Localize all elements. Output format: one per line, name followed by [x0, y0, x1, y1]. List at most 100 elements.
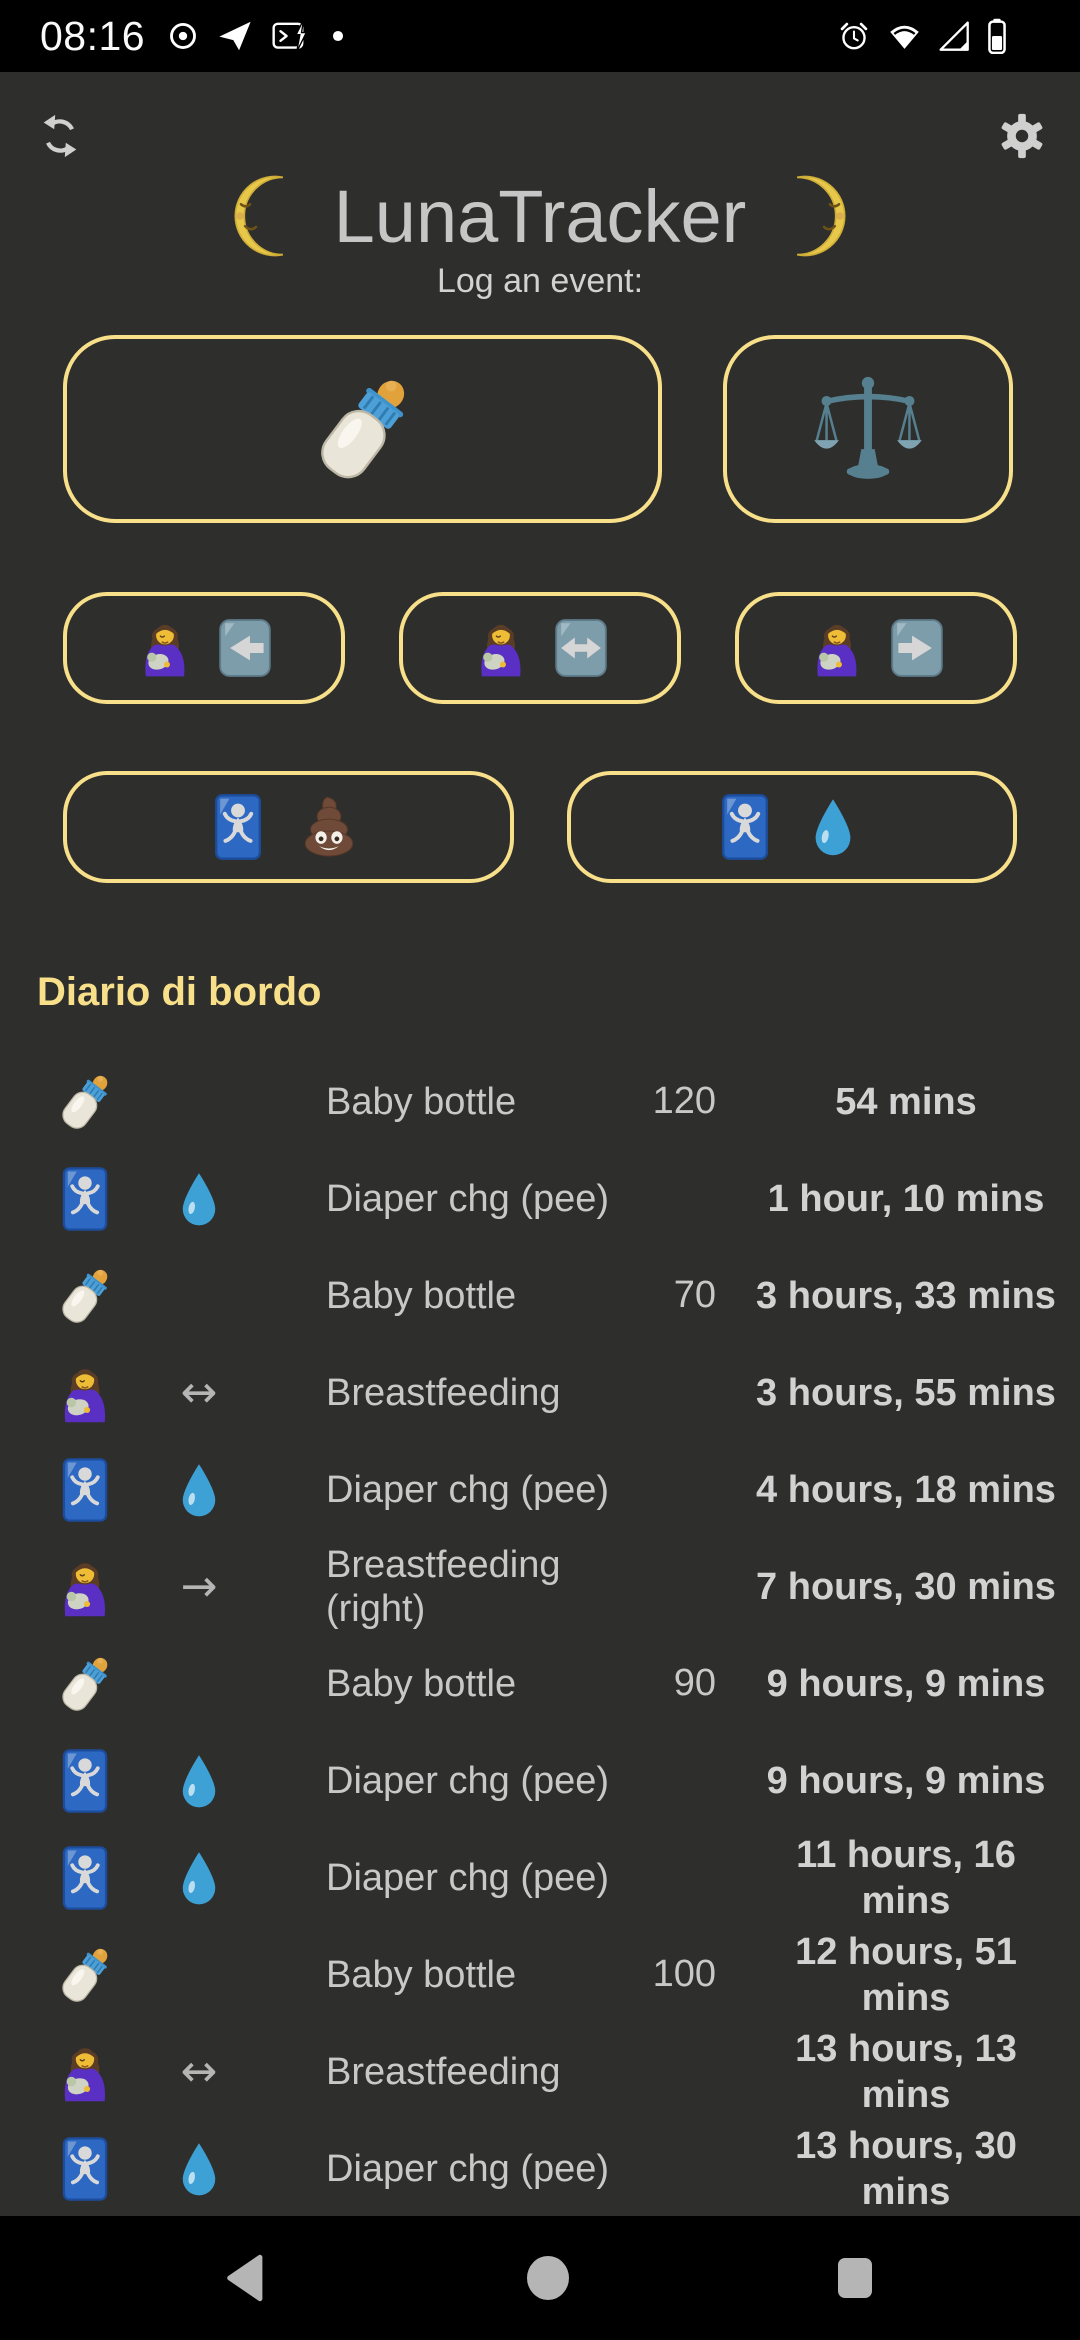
event-name: Diaper chg (pee) [326, 1468, 610, 1511]
breastfeeding-icon [51, 1359, 119, 1427]
log-entry-row[interactable]: Diaper chg (pee) 13 hours, 30 mins [0, 2120, 1080, 2216]
log-entry-row[interactable]: → Breastfeeding (right) 7 hours, 30 mins [0, 1538, 1080, 1635]
event-icon [37, 1167, 133, 1231]
event-extra-icon [157, 1753, 241, 1809]
event-icon [37, 1943, 133, 2007]
droplet-icon [171, 1462, 227, 1518]
event-elapsed-time: 13 hours, 30 mins [795, 2124, 1017, 2213]
status-time: 08:16 [40, 12, 146, 59]
settings-button[interactable] [998, 112, 1046, 160]
refresh-icon [36, 110, 84, 162]
log-entry-row[interactable]: Diaper chg (pee) 9 hours, 9 mins [0, 1732, 1080, 1829]
event-extra-icon [157, 1850, 241, 1906]
event-extra-icon: ↔ [157, 2046, 241, 2097]
recents-icon [838, 2258, 872, 2298]
page-title: LunaTracker [333, 174, 747, 258]
event-quantity: 100 [652, 1953, 716, 1995]
event-elapsed-time: 7 hours, 30 mins [756, 1565, 1056, 1608]
baby-symbol-icon [214, 794, 262, 860]
event-elapsed-time: 54 mins [835, 1080, 977, 1123]
event-icon [37, 2137, 133, 2201]
breastfeeding-icon [132, 615, 198, 681]
cell-signal-icon [938, 20, 971, 53]
log-entry-row[interactable]: Diaper chg (pee) 1 hour, 10 mins [0, 1150, 1080, 1247]
event-buttons-row-2 [0, 592, 1080, 704]
event-quantity: 120 [652, 1080, 716, 1122]
event-elapsed-time: 1 hour, 10 mins [767, 1177, 1045, 1220]
log-weight-button[interactable] [723, 335, 1013, 523]
event-icon [37, 1070, 133, 1134]
status-notification-icons [167, 19, 347, 53]
last-quarter-moon-icon [766, 174, 850, 258]
log-entry-row[interactable]: Diaper chg (pee) 4 hours, 18 mins [0, 1441, 1080, 1538]
log-breastfeeding-right-button[interactable] [735, 592, 1017, 704]
event-name: Breastfeeding [326, 1371, 561, 1414]
event-extra-icon: ↔ [157, 1367, 241, 1418]
nav-back-button[interactable] [224, 2254, 264, 2302]
arrow-both-key-icon [550, 617, 612, 679]
baby-bottle-icon [53, 1943, 117, 2007]
breastfeeding-icon [51, 1553, 119, 1621]
telegram-icon [217, 19, 253, 53]
event-icon [37, 1652, 133, 1716]
arrow-right-glyph: → [180, 1561, 218, 1612]
event-icon [37, 1359, 133, 1427]
alarm-icon [837, 19, 871, 53]
wifi-icon [886, 19, 923, 53]
log-diaper-pee-button[interactable] [566, 771, 1017, 883]
event-icon [37, 1846, 133, 1910]
terminal-icon [271, 19, 311, 53]
droplet-icon [171, 1753, 227, 1809]
log-breastfeeding-both-button[interactable] [399, 592, 681, 704]
event-elapsed-time: 12 hours, 51 mins [795, 1930, 1017, 2019]
log-entry-row[interactable]: Diaper chg (pee) 11 hours, 16 mins [0, 1829, 1080, 1926]
baby-symbol-icon [62, 1458, 108, 1522]
back-icon [227, 2254, 263, 2302]
baby-symbol-icon [721, 794, 769, 860]
log-entry-row[interactable]: Baby bottle 100 12 hours, 51 mins [0, 1926, 1080, 2023]
logbook-heading: Diario di bordo [37, 970, 322, 1014]
droplet-icon [171, 1171, 227, 1227]
gear-icon [998, 112, 1046, 160]
log-diaper-poo-button[interactable] [63, 771, 514, 883]
log-entry-row[interactable]: Baby bottle 120 54 mins [0, 1053, 1080, 1150]
event-name: Diaper chg (pee) [326, 1856, 610, 1899]
baby-symbol-icon [62, 1846, 108, 1910]
event-icon [37, 1553, 133, 1621]
event-extra-icon [157, 2141, 241, 2197]
baby-symbol-icon [62, 2137, 108, 2201]
log-entry-row[interactable]: ↔ Breastfeeding 3 hours, 55 mins [0, 1344, 1080, 1441]
event-icon [37, 1264, 133, 1328]
event-elapsed-time: 11 hours, 16 mins [796, 1833, 1016, 1922]
event-elapsed-time: 3 hours, 33 mins [756, 1274, 1056, 1317]
arrow-left-key-icon [214, 617, 276, 679]
event-name: Breastfeeding [326, 2050, 561, 2093]
event-elapsed-time: 3 hours, 55 mins [756, 1371, 1056, 1414]
baby-bottle-icon [53, 1070, 117, 1134]
log-bottle-button[interactable] [63, 335, 662, 523]
battery-icon [986, 18, 1008, 54]
baby-symbol-icon [62, 1749, 108, 1813]
event-name: Breastfeeding (right) [326, 1543, 561, 1630]
event-name: Baby bottle [326, 1080, 517, 1123]
event-elapsed-time: 9 hours, 9 mins [766, 1662, 1046, 1705]
breastfeeding-icon [468, 615, 534, 681]
android-nav-bar [0, 2216, 1080, 2340]
notification-dot-icon [329, 27, 347, 45]
log-entry-row[interactable]: Baby bottle 90 9 hours, 9 mins [0, 1635, 1080, 1732]
log-breastfeeding-left-button[interactable] [63, 592, 345, 704]
log-entry-row[interactable]: ↔ Breastfeeding 13 hours, 13 mins [0, 2023, 1080, 2120]
breastfeeding-icon [51, 2038, 119, 2106]
arrow-both-glyph: ↔ [180, 1367, 218, 1418]
home-icon [527, 2256, 569, 2300]
nav-home-button[interactable] [525, 2255, 571, 2301]
baby-symbol-icon [62, 1167, 108, 1231]
event-extra-icon [157, 1462, 241, 1518]
arrow-both-glyph: ↔ [180, 2046, 218, 2097]
droplet-icon [171, 1850, 227, 1906]
nav-recents-button[interactable] [837, 2257, 873, 2299]
refresh-button[interactable] [36, 110, 84, 162]
status-bar: 08:16 [0, 0, 1080, 72]
status-system-icons [837, 18, 1008, 54]
log-entry-row[interactable]: Baby bottle 70 3 hours, 33 mins [0, 1247, 1080, 1344]
